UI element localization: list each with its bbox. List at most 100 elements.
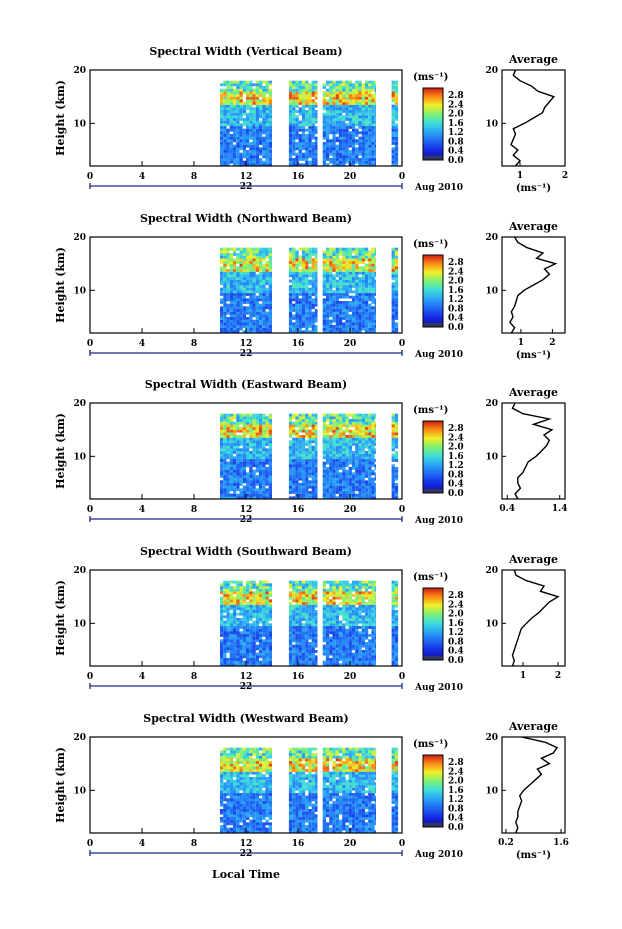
heatmap-cell <box>233 263 237 267</box>
heatmap-cell <box>364 88 369 92</box>
heatmap-cell <box>249 467 253 470</box>
heatmap-cell <box>295 580 299 584</box>
heatmap-cell <box>295 295 299 299</box>
heatmap-cell <box>249 472 253 476</box>
heatmap-cell <box>351 258 356 262</box>
heatmap-cell <box>236 419 240 422</box>
heatmap-cell <box>262 485 266 489</box>
heatmap-cell <box>268 311 272 315</box>
heatmap-cell <box>226 483 230 486</box>
heatmap-cell <box>220 123 224 127</box>
heatmap-cell <box>298 642 302 645</box>
avg-title: Average <box>508 53 558 66</box>
heatmap-cell <box>391 160 395 164</box>
heatmap-cell <box>322 419 326 422</box>
heatmap-cell <box>348 437 352 441</box>
heatmap-cell <box>252 258 256 262</box>
heatmap-cell <box>255 658 259 661</box>
heatmap-cell <box>301 91 306 95</box>
heatmap-cell <box>355 110 359 113</box>
heatmap-cell <box>374 432 376 436</box>
heatmap-cell <box>348 319 352 323</box>
heatmap-cell <box>325 435 330 438</box>
heatmap-cell <box>345 118 349 121</box>
heatmap-cell <box>242 432 246 436</box>
heatmap-cell <box>292 261 296 264</box>
heatmap-cell <box>311 599 315 603</box>
heatmap-cell <box>226 639 230 643</box>
heatmap-cell <box>292 634 296 637</box>
heatmap-cell <box>311 120 315 124</box>
heatmap-cell <box>332 467 336 470</box>
heatmap-cell <box>308 86 312 89</box>
heatmap-cell <box>314 269 318 272</box>
heatmap-cell <box>368 293 372 296</box>
heatmap-cell <box>223 258 227 262</box>
date-label: Aug 2010 <box>414 183 463 193</box>
heatmap-cell <box>345 301 349 304</box>
heatmap-cell <box>236 271 240 275</box>
heatmap-cell <box>374 413 376 417</box>
heatmap-cell <box>249 594 253 597</box>
heatmap-cell <box>335 126 339 129</box>
heatmap-cell <box>246 120 250 124</box>
heatmap-cell <box>249 112 253 116</box>
heatmap-cell <box>239 607 243 611</box>
y-tick-label: 10 <box>73 452 86 462</box>
heatmap-cell <box>223 591 227 595</box>
heatmap-cell <box>242 144 246 148</box>
heatmap-cell <box>314 421 318 425</box>
colorbar-step <box>423 255 443 258</box>
heatmap-cell <box>355 285 359 288</box>
heatmap-cell <box>265 136 269 140</box>
heatmap-cell <box>239 472 243 476</box>
heatmap-cell <box>355 290 359 294</box>
heatmap-cell <box>298 626 302 629</box>
heatmap-cell <box>332 255 336 259</box>
heatmap-cell <box>368 261 372 264</box>
heatmap-cell <box>233 660 237 664</box>
heatmap-cell <box>371 163 375 167</box>
heatmap-cell <box>252 309 256 312</box>
heatmap-cell <box>239 86 243 89</box>
heatmap-cell <box>358 314 362 318</box>
heatmap-cell <box>298 485 302 489</box>
heatmap-cell <box>292 658 296 661</box>
heatmap-cell <box>252 475 256 478</box>
heatmap-cell <box>288 644 293 648</box>
heatmap-cell <box>292 469 296 473</box>
colorbar-tick-label: 2.4 <box>448 100 464 110</box>
heatmap-cell <box>364 269 369 272</box>
heatmap-cell <box>259 325 263 328</box>
heatmap-cell <box>305 626 309 629</box>
heatmap-cell <box>342 295 346 299</box>
x-tick-label: 4 <box>139 339 145 349</box>
heatmap-cell <box>226 456 230 460</box>
heatmap-cell <box>358 485 362 489</box>
heatmap-cell <box>325 158 330 161</box>
heatmap-cell <box>332 443 336 446</box>
heatmap-cell <box>236 626 240 629</box>
heatmap-cell <box>374 443 376 446</box>
heatmap-cell <box>229 429 233 433</box>
heatmap-cell <box>314 461 318 465</box>
heatmap-cell <box>345 86 349 89</box>
heatmap-cell <box>351 467 356 470</box>
heatmap-cell <box>301 602 306 605</box>
heatmap-cell <box>288 271 293 275</box>
heatmap-cell <box>358 467 362 470</box>
heatmap-cell <box>311 134 315 137</box>
heatmap-cell <box>308 112 312 116</box>
avg-profile-line <box>510 69 555 167</box>
colorbar-step <box>423 150 443 153</box>
heatmap-cell <box>239 99 243 103</box>
heatmap-cell <box>259 620 263 624</box>
heatmap-cell <box>226 293 230 296</box>
heatmap-cell <box>348 118 352 121</box>
heatmap-cell <box>305 269 309 272</box>
heatmap-cell <box>246 477 250 481</box>
heatmap-cell <box>301 464 306 468</box>
heatmap-cell <box>305 279 309 283</box>
heatmap-cell <box>335 136 339 140</box>
heatmap-cell <box>345 295 349 299</box>
